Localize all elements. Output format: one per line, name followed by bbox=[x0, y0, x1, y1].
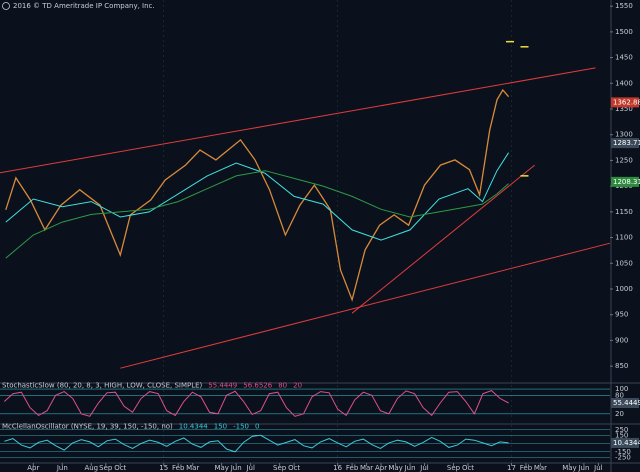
y-tick-label: 1550 bbox=[615, 2, 633, 10]
x-tick-label: Feb bbox=[172, 464, 185, 472]
price-line bbox=[5, 88, 510, 302]
x-tick-label: Mar bbox=[186, 464, 199, 472]
y-tick-label: 900 bbox=[615, 336, 628, 344]
x-tick-label: 16 bbox=[333, 464, 342, 472]
x-tick-label: May bbox=[562, 464, 576, 472]
y-tick-label: 150 bbox=[615, 431, 628, 439]
y-tick-label: -250 bbox=[615, 453, 631, 461]
y-tick-label: 100 bbox=[615, 385, 628, 393]
x-tick-label: Jun bbox=[56, 464, 68, 472]
x-tick-label: Feb bbox=[346, 464, 359, 472]
study-readout: 56.6526 bbox=[243, 382, 272, 390]
price-tag-label: 1283.71 bbox=[613, 139, 640, 147]
x-tick-label: Mar bbox=[360, 464, 373, 472]
x-tick-label: May bbox=[388, 464, 402, 472]
study-readout: 55.4449 bbox=[208, 382, 237, 390]
study-readout: 150 bbox=[214, 423, 227, 431]
price-tag bbox=[611, 138, 639, 149]
y-tick-label: -150 bbox=[615, 448, 631, 456]
x-tick-label: Aug bbox=[84, 464, 98, 472]
y-tick-label: 950 bbox=[615, 311, 628, 319]
study-readout: 80 bbox=[278, 382, 287, 390]
y-tick-label: 1100 bbox=[615, 234, 633, 242]
x-tick-label: 17 bbox=[507, 464, 516, 472]
study-tag bbox=[611, 398, 639, 408]
y-tick-label: 1000 bbox=[615, 285, 633, 293]
x-tick-label: Jun bbox=[404, 464, 416, 472]
y-tick-label: 1050 bbox=[615, 259, 633, 267]
x-tick-label: Mar bbox=[534, 464, 547, 472]
price-tag-label: 1208.31 bbox=[613, 178, 640, 186]
price-tag-label: 1362.88 bbox=[613, 98, 640, 106]
x-tick-label: Oct bbox=[462, 464, 474, 472]
price-tag bbox=[611, 97, 639, 108]
study-line bbox=[3, 390, 509, 417]
study-readout: 10.4344 bbox=[179, 423, 208, 431]
y-tick-label: 20 bbox=[615, 410, 624, 418]
y-tick-label: 1500 bbox=[615, 28, 633, 36]
x-tick-label: Jul bbox=[419, 464, 429, 472]
x-tick-label: Oct bbox=[288, 464, 300, 472]
study-tag-label: 10.4344 bbox=[613, 439, 640, 447]
y-tick-label: 1150 bbox=[615, 208, 633, 216]
x-tick-label: Apr bbox=[375, 464, 387, 472]
logo bbox=[2, 2, 10, 10]
x-tick-label: Sep bbox=[447, 464, 461, 472]
x-tick-label: Oct bbox=[114, 464, 126, 472]
study-label: McClellanOscillator (NYSE, 19, 39, 150, … bbox=[2, 423, 173, 431]
y-tick-label: 850 bbox=[615, 362, 628, 370]
y-tick-label: 80 bbox=[615, 391, 624, 399]
y-tick-label: 1450 bbox=[615, 54, 633, 62]
x-tick-label: Jun bbox=[577, 464, 589, 472]
price-line bbox=[5, 170, 509, 259]
trend-line bbox=[120, 242, 611, 369]
price-line bbox=[5, 152, 510, 241]
x-tick-label: Feb bbox=[520, 464, 533, 472]
x-tick-label: Jul bbox=[593, 464, 603, 472]
study-readout: 20 bbox=[293, 382, 302, 390]
chart-title: 2016 © TD Ameritrade IP Company, Inc. bbox=[13, 2, 155, 10]
study-label: StochasticSlow (80, 20, 8, 3, HIGH, LOW,… bbox=[2, 382, 203, 390]
x-tick-label: Sep bbox=[273, 464, 287, 472]
trend-line bbox=[351, 164, 536, 314]
y-tick-label: 1300 bbox=[615, 131, 633, 139]
x-tick-label: Sep bbox=[99, 464, 113, 472]
x-tick-label: Jun bbox=[230, 464, 242, 472]
study-readout: -150 bbox=[233, 423, 249, 431]
study-tag bbox=[611, 437, 639, 448]
x-tick-label: Jul bbox=[245, 464, 255, 472]
x-tick-label: Apr bbox=[27, 464, 39, 472]
y-tick-label: 1250 bbox=[615, 156, 633, 164]
study-tag-label: 55.4449 bbox=[613, 399, 640, 407]
trend-line bbox=[0, 67, 596, 174]
study-line bbox=[4, 434, 509, 453]
x-tick-label: 15 bbox=[159, 464, 168, 472]
price-tag bbox=[611, 176, 639, 187]
y-tick-label: 250 bbox=[615, 426, 628, 434]
y-tick-label: 1400 bbox=[615, 79, 633, 87]
y-tick-label: 1350 bbox=[615, 105, 633, 113]
study-readout: 0 bbox=[255, 423, 259, 431]
x-tick-label: May bbox=[214, 464, 228, 472]
